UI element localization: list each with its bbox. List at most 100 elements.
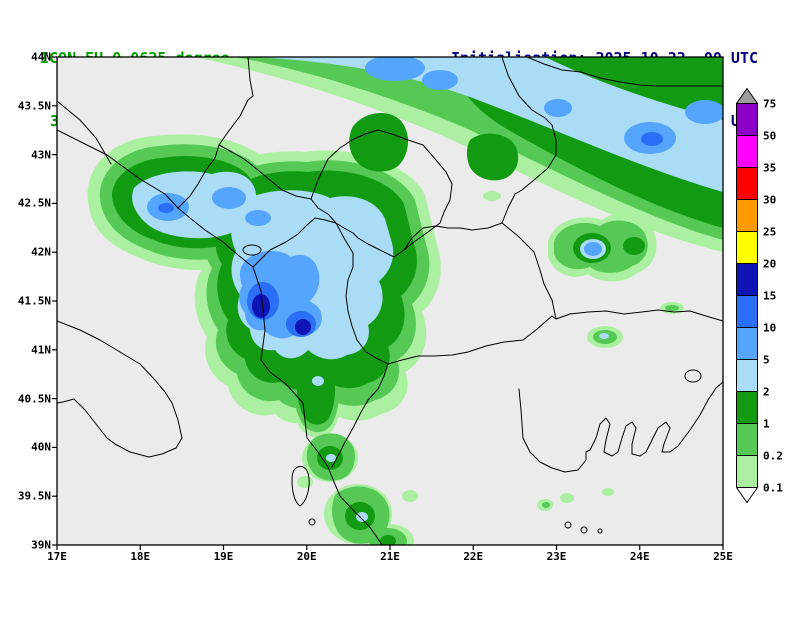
- colorbar-boundary-label: 35: [763, 161, 777, 175]
- colorbar-boundary-label: 0.1: [763, 481, 783, 495]
- layer-15-20mm: [252, 294, 311, 335]
- colorbar-cell: [736, 167, 758, 200]
- border-line: [331, 363, 389, 468]
- colorbar-cell: [736, 359, 758, 392]
- colorbar-cell: [736, 295, 758, 328]
- border-line: [501, 222, 557, 320]
- colorbar-cell: [736, 423, 758, 456]
- x-axis-tick-label: 18E: [130, 550, 151, 563]
- y-axis-tick-label: 42N: [31, 245, 51, 259]
- colorbar-legend: 75 50 35 30 25 20 15 10 5 2 1 0.2 0.1: [736, 88, 796, 503]
- island-outline: [580, 526, 588, 534]
- precip-area: [252, 57, 723, 192]
- precip-area: [623, 237, 645, 255]
- precip-area: [402, 490, 418, 502]
- x-axis-tick-label: 25E: [713, 550, 733, 563]
- colorbar-boundary-label: 25: [763, 225, 777, 239]
- coastline: [518, 381, 723, 473]
- y-axis-tick-label: 42.5N: [17, 196, 51, 210]
- border-line: [501, 57, 557, 224]
- island-outline: [684, 369, 702, 383]
- precip-area: [380, 535, 396, 545]
- y-axis-tick-label: 41.5N: [17, 294, 51, 308]
- y-axis-tick-label: 43.5N: [17, 99, 51, 113]
- colorbar-boundary-label: 2: [763, 385, 770, 399]
- border-line: [57, 100, 112, 165]
- precip-area: [665, 305, 679, 311]
- coastlines-and-borders: [57, 57, 723, 545]
- colorbar-under-arrow: [736, 487, 758, 503]
- precip-area: [685, 100, 723, 124]
- precip-area: [542, 502, 550, 508]
- colorbar-cell: [736, 327, 758, 360]
- island-outline: [291, 465, 310, 507]
- colorbar-cell: [736, 263, 758, 296]
- colorbar-cell: [736, 103, 758, 136]
- precip-area: [584, 242, 602, 256]
- border-line: [335, 222, 389, 365]
- island-outline: [308, 518, 316, 526]
- y-axis-tick-label: 43N: [31, 148, 51, 162]
- border-line: [218, 144, 312, 200]
- colorbar-boundary-label: 15: [763, 289, 777, 303]
- y-axis-tick-label: 39.5N: [17, 489, 51, 503]
- border-line: [555, 309, 723, 322]
- precip-area: [252, 294, 270, 318]
- precip-area: [544, 99, 572, 117]
- precip-area: [245, 210, 271, 226]
- border-line: [526, 57, 723, 87]
- colorbar-boundary-label: 75: [763, 97, 777, 111]
- precip-area: [466, 133, 519, 181]
- precip-area: [560, 493, 574, 503]
- x-axis-tick-label: 23E: [546, 550, 567, 563]
- precip-area: [158, 203, 174, 213]
- precip-area: [599, 333, 609, 339]
- x-axis-tick-label: 24E: [629, 550, 650, 563]
- x-axis-tick-label: 17E: [47, 550, 67, 563]
- precip-area: [365, 57, 425, 81]
- axis-ticks: [52, 56, 724, 550]
- y-axis-tick-label: 39N: [31, 538, 51, 552]
- y-axis-tick-label: 44N: [31, 50, 51, 64]
- lake-outline: [242, 244, 262, 256]
- colorbar-boundary-label: 50: [763, 129, 777, 143]
- colorbar-cell: [736, 455, 758, 488]
- y-axis-tick-label: 41N: [31, 343, 51, 357]
- colorbar-cell: [736, 135, 758, 168]
- border-line: [387, 315, 557, 365]
- colorbar-cell: [736, 231, 758, 264]
- x-axis-tick-label: 21E: [380, 550, 400, 563]
- precip-area: [326, 454, 336, 462]
- x-axis-tick-label: 20E: [296, 550, 317, 563]
- precip-area: [312, 376, 324, 386]
- border-line: [403, 222, 503, 251]
- precip-area: [296, 355, 336, 425]
- x-axis-tick-label: 19E: [213, 550, 234, 563]
- colorbar-boundary-label: 1: [763, 417, 770, 431]
- precip-area: [349, 113, 409, 172]
- colorbar-boundary-label: 10: [763, 321, 777, 335]
- x-axis-tick-label: 22E: [463, 550, 484, 563]
- colorbar-cell: [736, 199, 758, 232]
- colorbar-cell: [736, 391, 758, 424]
- precip-area: [422, 70, 458, 90]
- colorbar-boundary-label: 30: [763, 193, 777, 207]
- border-line: [177, 57, 254, 209]
- precip-area: [641, 132, 663, 146]
- island-outline: [564, 521, 572, 529]
- precip-area: [356, 512, 368, 522]
- colorbar-boundary-label: 20: [763, 257, 777, 271]
- colorbar-boundary-label: 0.2: [763, 449, 783, 463]
- y-axis-tick-label: 40N: [31, 440, 51, 454]
- colorbar-over-arrow: [736, 88, 758, 104]
- precip-area: [483, 191, 501, 201]
- precip-area: [297, 476, 313, 488]
- colorbar-boundary-label: 5: [763, 353, 770, 367]
- precip-area: [602, 488, 614, 496]
- precip-area: [212, 187, 246, 209]
- precip-area: [295, 319, 311, 335]
- border-line: [310, 129, 453, 258]
- y-axis-tick-label: 40.5N: [17, 392, 51, 406]
